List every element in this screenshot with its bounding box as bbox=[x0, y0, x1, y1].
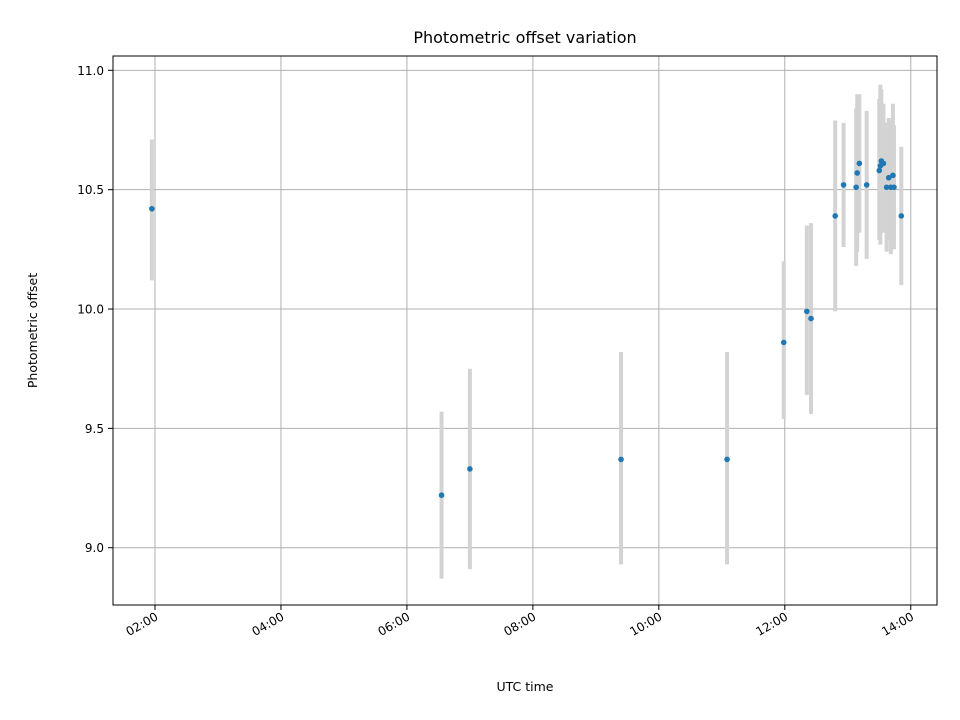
y-axis-label: Photometric offset bbox=[25, 273, 40, 388]
data-point bbox=[832, 213, 838, 219]
plot-frame bbox=[112, 55, 938, 606]
data-point bbox=[149, 205, 155, 212]
error-bars bbox=[149, 84, 904, 579]
grid-lines bbox=[113, 56, 937, 605]
y-tick-label: 11.0 bbox=[77, 64, 104, 78]
data-point bbox=[724, 456, 730, 463]
x-axis-label: UTC time bbox=[497, 679, 554, 694]
data-point bbox=[854, 170, 861, 176]
data-point bbox=[863, 182, 870, 188]
y-tick-label: 10.0 bbox=[77, 303, 104, 317]
data-point bbox=[467, 466, 473, 472]
data-point bbox=[898, 213, 905, 219]
data-point bbox=[885, 174, 892, 181]
data-point bbox=[891, 184, 897, 191]
data-point bbox=[890, 172, 896, 179]
x-tick-label: 10:00 bbox=[627, 609, 664, 638]
data-point bbox=[853, 184, 859, 191]
data-points bbox=[149, 158, 905, 499]
data-point bbox=[856, 160, 863, 167]
x-tick-label: 08:00 bbox=[501, 609, 538, 638]
x-tick-label: 04:00 bbox=[249, 609, 286, 638]
axis-ticks: 02:00 04:00 06:00 08:00 10:00 12:00 14:00 9.0 9.… bbox=[77, 64, 916, 639]
data-point bbox=[804, 308, 810, 315]
x-tick-label: 14:00 bbox=[879, 609, 916, 638]
x-tick-label: 06:00 bbox=[375, 609, 412, 638]
x-tick-label: 02:00 bbox=[124, 609, 161, 638]
y-tick-label: 10.5 bbox=[77, 183, 104, 197]
y-tick-label: 9.5 bbox=[85, 422, 104, 436]
data-point bbox=[618, 456, 624, 463]
data-point bbox=[438, 492, 445, 499]
y-tick-label: 9.0 bbox=[85, 541, 104, 555]
data-point bbox=[840, 182, 847, 188]
data-point bbox=[780, 339, 787, 346]
data-point bbox=[808, 315, 814, 322]
x-tick-label: 12:00 bbox=[753, 609, 790, 638]
data-point bbox=[876, 167, 883, 174]
chart-title: Photometric offset variation bbox=[413, 28, 636, 47]
data-point bbox=[880, 160, 887, 167]
data-point bbox=[883, 184, 890, 191]
